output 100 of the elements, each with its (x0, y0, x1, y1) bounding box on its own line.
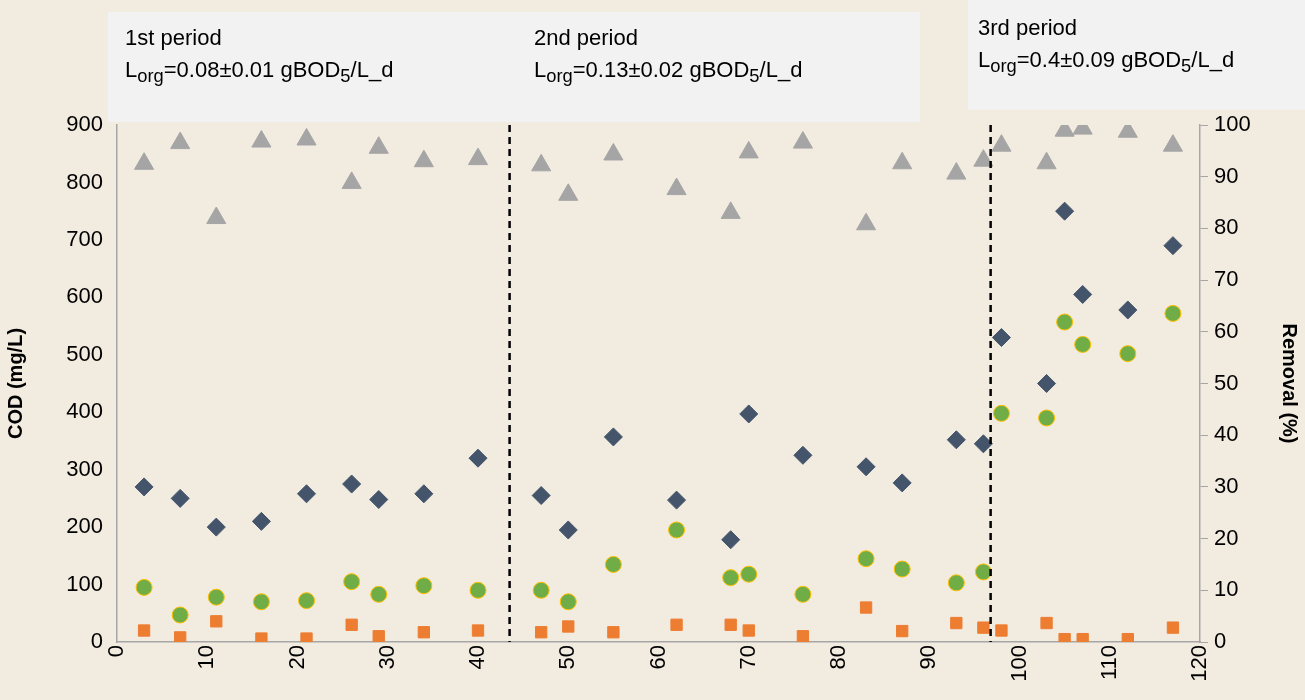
point (607, 626, 620, 639)
y-tick-label: 500 (66, 340, 103, 366)
x-tick-label: 40 (464, 645, 490, 670)
x-tick-label: 70 (734, 645, 760, 670)
point (471, 624, 485, 637)
y2-tick-label: 90 (1214, 162, 1239, 188)
point (562, 620, 575, 633)
point (414, 484, 434, 504)
point (604, 555, 622, 573)
point (792, 131, 813, 149)
point (793, 445, 813, 465)
x-tick-label: 120 (1186, 645, 1212, 682)
point (415, 577, 433, 595)
y2-tick-label: 80 (1214, 214, 1239, 240)
point (469, 581, 487, 599)
point (467, 147, 489, 166)
point (137, 624, 151, 637)
point (740, 565, 758, 583)
point (724, 618, 737, 631)
point (413, 149, 434, 168)
point (558, 183, 579, 201)
point (856, 212, 877, 231)
point (892, 473, 912, 493)
point (1040, 616, 1053, 630)
point (531, 153, 552, 172)
point (973, 149, 994, 167)
point (210, 615, 223, 628)
point (417, 626, 431, 639)
y2-tick-label: 60 (1214, 317, 1239, 343)
point (341, 171, 362, 189)
point (135, 578, 153, 596)
x-tick-label: 60 (644, 645, 670, 670)
point (796, 630, 810, 642)
x-tick-label: 80 (825, 645, 851, 670)
point (950, 616, 963, 630)
text: L$_{org}$=0.08±0.01 gBOD$_{5}$/L_d (125, 56, 394, 89)
point (947, 574, 965, 592)
point (342, 474, 362, 494)
text: L$_{org}$=0.4±0.09 gBOD$_{5}$/L_d (978, 46, 1235, 79)
point (739, 404, 759, 424)
point (170, 488, 190, 508)
point (603, 427, 623, 447)
point (892, 151, 913, 170)
point (794, 585, 812, 603)
point (206, 517, 226, 537)
y2-tick-label: 20 (1214, 524, 1239, 550)
point (1055, 201, 1075, 221)
point (946, 162, 967, 180)
point (468, 448, 488, 468)
x-tick-label: 0 (103, 645, 129, 658)
point (170, 131, 191, 150)
point (1038, 409, 1056, 427)
text: 3rd period (978, 14, 1079, 42)
point (859, 601, 873, 614)
y-tick-label: 400 (66, 398, 103, 424)
point (1163, 236, 1183, 256)
point (369, 490, 389, 510)
point (991, 134, 1012, 152)
x-tick-label: 20 (283, 645, 309, 670)
y2-tick-label: 0 (1214, 628, 1227, 654)
y2-tick-label: 100 (1214, 111, 1251, 137)
point (535, 626, 548, 639)
point (207, 588, 225, 606)
point (298, 592, 316, 610)
point (300, 632, 313, 642)
point (1166, 621, 1180, 634)
y-tick-label: 600 (66, 283, 103, 309)
y2-tick-label: 40 (1214, 421, 1239, 447)
point (668, 521, 686, 539)
point (893, 560, 911, 578)
x-tick-label: 30 (373, 645, 399, 670)
point (174, 631, 187, 642)
point (252, 593, 270, 611)
point (995, 624, 1008, 637)
point (992, 404, 1010, 422)
point (603, 142, 624, 161)
y2-tick-label: 10 (1214, 576, 1239, 602)
point (559, 593, 577, 611)
point (977, 621, 990, 634)
x-tick-label: 50 (554, 645, 580, 670)
point (666, 177, 687, 196)
point (531, 486, 551, 506)
text: 2nd period (534, 24, 639, 52)
point (251, 511, 271, 531)
point (1056, 313, 1074, 331)
y-axis-title: COD (mg/L) (3, 327, 26, 440)
point (738, 140, 759, 159)
y-tick-label: 200 (66, 513, 103, 539)
point (857, 550, 875, 568)
point (720, 201, 741, 219)
point (251, 130, 272, 148)
point (255, 632, 268, 642)
y2-tick-label: 30 (1214, 472, 1239, 498)
point (896, 624, 909, 638)
point (532, 581, 550, 599)
point (558, 520, 578, 540)
y2-tick-label: 50 (1214, 369, 1239, 395)
point (1037, 374, 1057, 393)
point (670, 618, 683, 631)
point (370, 585, 388, 603)
